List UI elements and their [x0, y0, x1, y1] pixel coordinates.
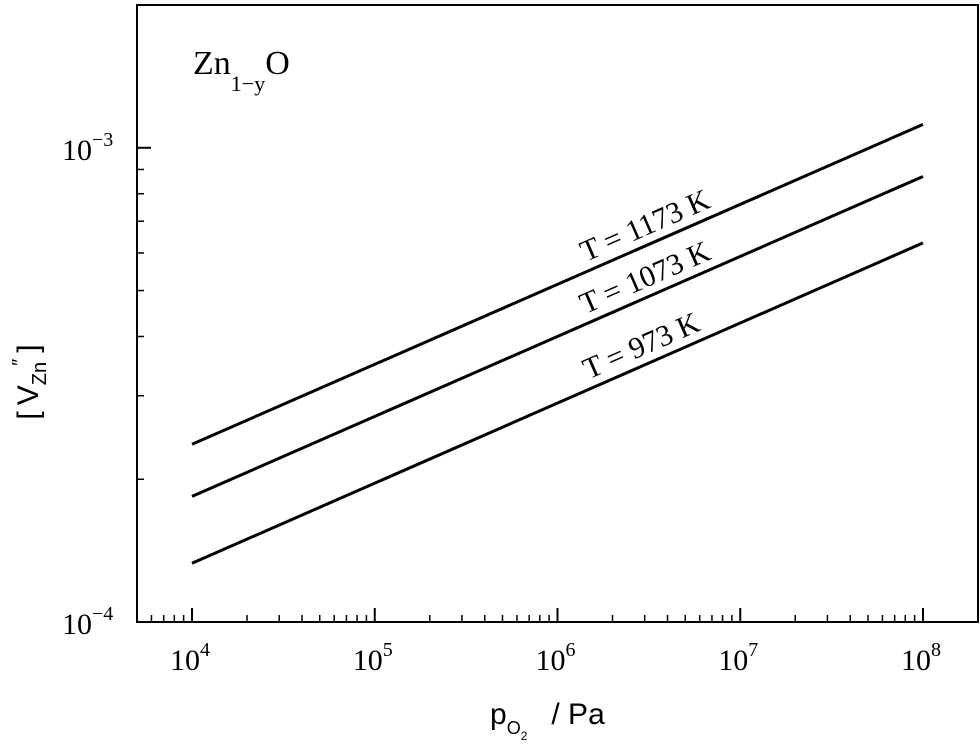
x-tick-label: 107 [718, 639, 758, 677]
x-tick-label: 104 [170, 639, 210, 677]
y-tick-label: 10−3 [62, 129, 113, 167]
x-tick-label: 108 [901, 639, 941, 677]
x-axis-label: pO2/ Pa [490, 698, 605, 743]
series-line [191, 123, 924, 446]
y-tick-label: 10−4 [62, 603, 113, 641]
y-axis-label: [VZn″] [9, 344, 51, 419]
series-layer: T = 1173 KT = 1073 KT = 973 K [191, 123, 924, 565]
series-line [191, 175, 924, 498]
x-tick-label: 105 [353, 639, 393, 677]
compound-annotation: Zn1−yO [193, 45, 290, 96]
minor-ticks [137, 168, 916, 622]
x-tick-label: 106 [536, 639, 576, 677]
plot-frame [136, 4, 979, 623]
major-ticks [137, 146, 924, 623]
series-line [191, 241, 924, 565]
